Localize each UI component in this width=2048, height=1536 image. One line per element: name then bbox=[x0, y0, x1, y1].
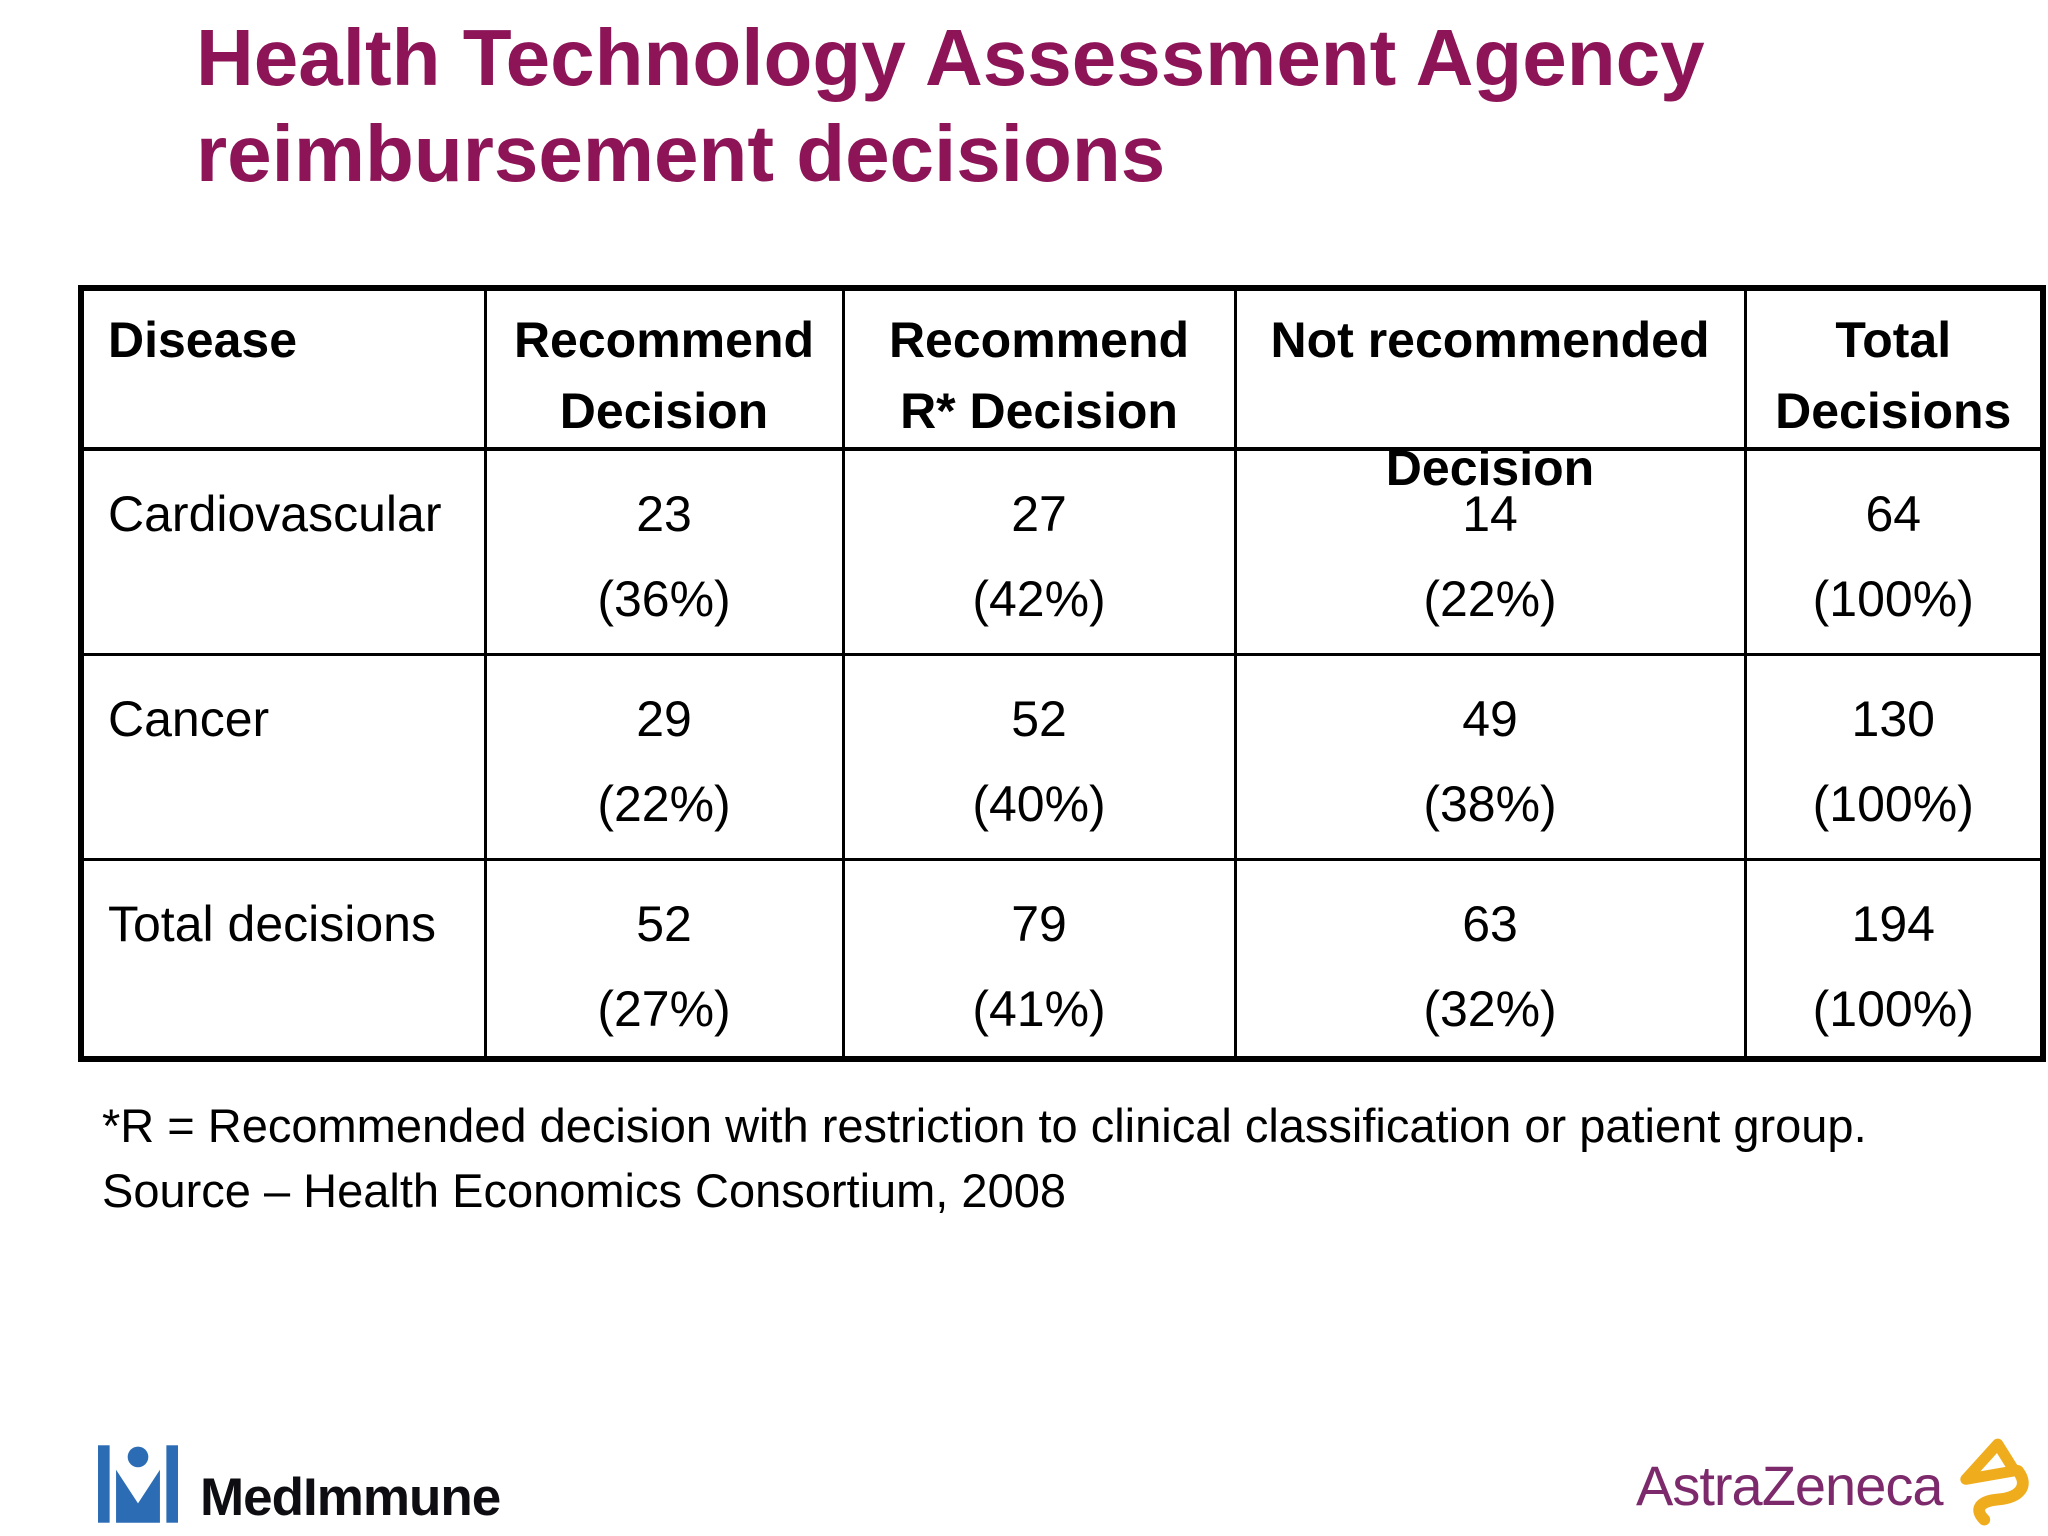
page-title: Health Technology Assessment Agency reim… bbox=[196, 10, 1956, 202]
value: 52 bbox=[636, 895, 692, 952]
value: 63 bbox=[1462, 895, 1518, 952]
percent: (22%) bbox=[597, 775, 731, 832]
value: 49 bbox=[1462, 690, 1518, 747]
cell-cardiovascular-recommend-r: 27 (42%) bbox=[841, 447, 1237, 656]
header-recommend-line2: Decision bbox=[559, 383, 769, 439]
cell-total-not-recommended: 63 (32%) bbox=[1233, 857, 1747, 1061]
header-recommend-r-line1: Recommend bbox=[888, 312, 1190, 368]
value: 14 bbox=[1462, 486, 1518, 542]
header-total: Total Decisions bbox=[1743, 286, 2045, 451]
cell-cancer-label: Cancer bbox=[79, 652, 487, 861]
percent: (100%) bbox=[1812, 775, 1974, 832]
reimbursement-table: Disease Recommend Decision Recommend R* … bbox=[78, 285, 2046, 1062]
medimmune-wordmark: MedImmune bbox=[200, 1468, 501, 1527]
percent: (100%) bbox=[1812, 571, 1974, 627]
cell-total-label: Total decisions bbox=[79, 857, 487, 1061]
cell-total-recommend: 52 (27%) bbox=[483, 857, 845, 1061]
astrazeneca-wordmark: AstraZeneca bbox=[1636, 1454, 1943, 1517]
astrazeneca-logo: AstraZeneca bbox=[1636, 1428, 2033, 1528]
footnote-restriction-note: *R = Recommended decision with restricti… bbox=[102, 1099, 1867, 1152]
value: 52 bbox=[1011, 690, 1067, 747]
value: 27 bbox=[1011, 486, 1067, 542]
header-not-recommended: Not recommended Decision bbox=[1233, 286, 1747, 493]
cell-cancer-not-recommended: 49 (38%) bbox=[1233, 652, 1747, 861]
table-row-cardiovascular: Cardiovascular 23 (36%) 27 (42%) 14 (22%… bbox=[79, 447, 2045, 656]
table-row-total-decisions: Total decisions 52 (27%) 79 (41%) 63 (32… bbox=[79, 857, 2045, 1061]
astrazeneca-mortar-pestle-icon bbox=[1949, 1433, 2033, 1534]
value: 194 bbox=[1851, 895, 1935, 952]
value: 23 bbox=[636, 486, 692, 542]
cell-cardiovascular-recommend: 23 (36%) bbox=[483, 447, 845, 656]
footnote-source: Source – Health Economics Consortium, 20… bbox=[102, 1163, 1066, 1217]
header-recommend: Recommend Decision bbox=[483, 286, 845, 451]
header-total-line1: Total bbox=[1835, 312, 1952, 368]
value: 64 bbox=[1865, 486, 1922, 542]
percent: (36%) bbox=[597, 571, 731, 627]
header-recommend-line1: Recommend bbox=[513, 312, 815, 368]
cell-cancer-total: 130 (100%) bbox=[1743, 652, 2045, 861]
medimmune-logo: MedImmune bbox=[98, 1443, 501, 1530]
page-title-line1: Health Technology Assessment Agency bbox=[196, 13, 1705, 102]
header-disease: Disease bbox=[79, 286, 487, 451]
header-recommend-r-line2: R* Decision bbox=[900, 383, 1178, 439]
cell-cardiovascular-label: Cardiovascular bbox=[79, 447, 487, 656]
header-not-recommended-line1: Not recommended bbox=[1270, 312, 1710, 368]
percent: (32%) bbox=[1423, 980, 1557, 1037]
page-title-line2: reimbursement decisions bbox=[196, 109, 1166, 198]
cell-cancer-recommend-r: 52 (40%) bbox=[841, 652, 1237, 861]
percent: (41%) bbox=[972, 980, 1106, 1037]
header-total-line2: Decisions bbox=[1775, 383, 2012, 439]
cell-total-recommend-r: 79 (41%) bbox=[841, 857, 1237, 1061]
medimmune-icon bbox=[98, 1443, 178, 1530]
footnote: *R = Recommended decision with restricti… bbox=[102, 1094, 2002, 1224]
percent: (100%) bbox=[1812, 980, 1974, 1037]
header-disease-label: Disease bbox=[108, 312, 298, 368]
percent: (38%) bbox=[1423, 775, 1557, 832]
table-header-row: Disease Recommend Decision Recommend R* … bbox=[79, 286, 2045, 493]
percent: (40%) bbox=[972, 775, 1106, 832]
percent: (42%) bbox=[972, 571, 1106, 627]
cell-cardiovascular-not-recommended: 14 (22%) bbox=[1233, 447, 1747, 656]
table-row-cancer: Cancer 29 (22%) 52 (40%) 49 (38%) 130 (1… bbox=[79, 652, 2045, 861]
cell-cancer-recommend: 29 (22%) bbox=[483, 652, 845, 861]
cell-cardiovascular-total: 64 (100%) bbox=[1743, 447, 2045, 656]
value: 130 bbox=[1851, 690, 1935, 747]
value: 29 bbox=[636, 690, 692, 747]
header-recommend-r: Recommend R* Decision bbox=[841, 286, 1237, 451]
percent: (27%) bbox=[597, 980, 731, 1037]
percent: (22%) bbox=[1423, 571, 1557, 627]
cell-total-total: 194 (100%) bbox=[1743, 857, 2045, 1061]
value: 79 bbox=[1011, 895, 1067, 952]
